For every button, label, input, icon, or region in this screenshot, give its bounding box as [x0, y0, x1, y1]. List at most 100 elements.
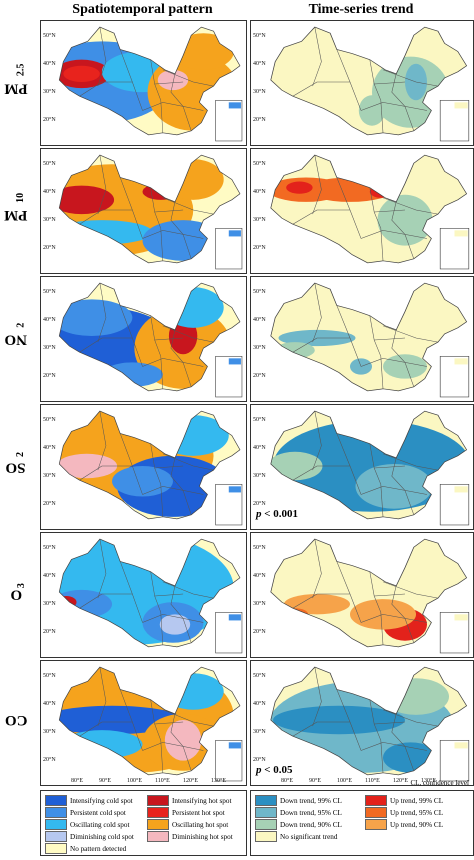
legend-swatch — [147, 819, 169, 830]
province-border — [162, 581, 214, 599]
province-border — [374, 81, 406, 85]
legend-item: Oscillating cold spot — [45, 819, 130, 830]
province-border — [391, 457, 406, 491]
lat-tick-label: 50°N — [43, 673, 56, 679]
province-border — [154, 81, 184, 85]
legend-label: Persistent hot spot — [172, 808, 225, 817]
lat-tick-label: 40°N — [43, 701, 56, 707]
region-patch — [162, 673, 224, 710]
legend-item: Down trend, 90% CL — [255, 819, 342, 830]
province-border — [360, 742, 428, 751]
legend-item: Intensifying hot spot — [147, 795, 232, 806]
lat-tick-label: 40°N — [253, 317, 266, 323]
province-border — [160, 740, 164, 773]
map-panel-o3-left: 50°N 40°N 30°N 20°N — [40, 532, 247, 658]
region-patch — [369, 185, 392, 198]
province-border — [150, 443, 162, 485]
province-border — [374, 337, 406, 341]
province-border — [182, 618, 192, 643]
region-patch — [63, 65, 100, 82]
province-border — [312, 667, 322, 727]
province-border — [391, 73, 406, 107]
legend-label: Up trend, 90% CL — [390, 820, 444, 829]
national-border — [270, 666, 468, 776]
lat-tick-label: 30°N — [43, 89, 56, 95]
region-patch — [59, 185, 115, 215]
lat-tick-label: 20°N — [43, 117, 56, 123]
province-border — [170, 73, 184, 107]
province-border — [142, 102, 204, 111]
province-border — [380, 100, 384, 133]
legend-swatch — [45, 807, 67, 818]
legend-trend: Down trend, 99% CL Up trend, 99% CL Down t… — [250, 779, 474, 856]
lon-tick-label: 120°E — [183, 778, 199, 784]
row-label-so2: SO2 — [5, 451, 27, 475]
province-border — [150, 59, 162, 101]
province-border — [79, 593, 133, 609]
lat-tick-label: 30°N — [253, 601, 266, 607]
province-border — [170, 329, 184, 363]
national-border — [58, 538, 241, 648]
legend-label: Oscillating cold spot — [70, 820, 130, 829]
row-label-pm10: PM10 — [4, 192, 28, 223]
lon-tick-label: 110°E — [365, 778, 380, 784]
province-border — [150, 315, 162, 357]
legend-swatch — [45, 831, 67, 842]
right-column-title: Time-series trend — [308, 2, 414, 17]
region-patch — [61, 730, 143, 759]
province-border — [382, 69, 439, 87]
lon-tick-label: 80°E — [71, 778, 84, 784]
province-border — [380, 484, 384, 517]
province-border — [119, 305, 143, 367]
lat-tick-label: 30°N — [43, 473, 56, 479]
province-border — [79, 337, 133, 353]
province-border — [162, 709, 214, 727]
province-border — [360, 230, 428, 239]
province-border — [380, 228, 384, 261]
province-border — [292, 465, 350, 481]
region-patch — [59, 299, 133, 336]
province-border — [404, 234, 415, 259]
legend-item: No pattern detected — [45, 843, 126, 854]
legend-label: Intensifying cold spot — [70, 796, 133, 805]
province-border — [312, 539, 322, 599]
lon-tick-label: 100°E — [127, 778, 143, 784]
province-border — [380, 356, 384, 389]
lat-tick-label: 40°N — [253, 701, 266, 707]
region-patch — [59, 596, 77, 609]
lat-tick-label: 30°N — [253, 217, 266, 223]
map-panel-no2-left: 50°N 40°N 30°N 20°N — [40, 276, 247, 402]
province-border — [154, 337, 184, 341]
legend-label: Down trend, 99% CL — [280, 796, 342, 805]
legend-swatch — [365, 807, 387, 818]
lon-tick-label: 130°E — [211, 778, 227, 784]
map-panel-o3-right: 50°N 40°N 30°N 20°N — [250, 532, 474, 658]
lat-tick-label: 30°N — [43, 729, 56, 735]
map-panel-no2-right: 50°N 40°N 30°N 20°N — [250, 276, 474, 402]
lat-tick-label: 30°N — [43, 217, 56, 223]
lat-tick-label: 30°N — [253, 729, 266, 735]
province-border — [292, 593, 350, 609]
region-patch — [286, 181, 313, 194]
province-border — [97, 539, 107, 599]
legend-item: No significant trend — [255, 831, 338, 842]
region-patch — [162, 159, 224, 200]
province-border — [404, 746, 415, 771]
province-border — [142, 614, 204, 623]
province-border — [79, 81, 133, 97]
province-border — [391, 201, 406, 235]
lat-tick-label: 50°N — [253, 161, 266, 167]
lat-tick-label: 30°N — [253, 89, 266, 95]
map-panel-co-left: 50°N 40°N 30°N 20°N 80°E 90°E 100°E 110°E 120°E 1… — [40, 660, 247, 786]
province-border — [382, 197, 439, 215]
province-border — [380, 740, 384, 773]
national-border — [58, 282, 241, 392]
legend-item: Intensifying cold spot — [45, 795, 133, 806]
legend-swatch — [255, 819, 277, 830]
province-border — [150, 571, 162, 613]
lat-tick-label: 40°N — [253, 61, 266, 67]
region-patch — [157, 69, 189, 91]
legend-label: Diminishing cold spot — [70, 832, 134, 841]
national-border — [270, 26, 468, 136]
row-label-o3: O3 — [10, 582, 27, 602]
